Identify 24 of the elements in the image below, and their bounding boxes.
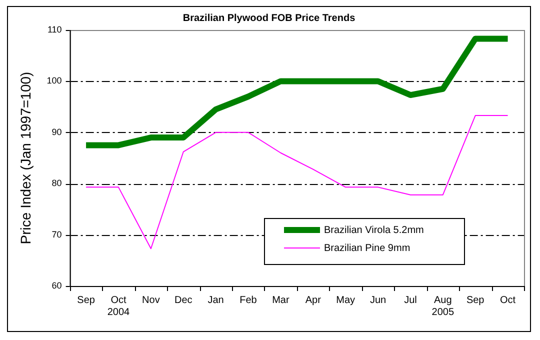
y-tick-label: 80 bbox=[52, 178, 62, 188]
legend-label: Brazilian Pine 9mm bbox=[324, 242, 410, 254]
x-tick-label: Mar bbox=[272, 294, 290, 306]
y-tick-label: 60 bbox=[52, 280, 62, 290]
x-tick-label: Dec bbox=[174, 294, 192, 306]
chart-title: Brazilian Plywood FOB Price Trends bbox=[182, 12, 356, 24]
x-tick-label: May bbox=[336, 294, 356, 306]
x-tick-label: Apr bbox=[305, 294, 322, 306]
x-tick-label: Jul bbox=[404, 294, 417, 306]
x-tick-label: Sep bbox=[77, 294, 96, 306]
legend-label: Brazilian Virola 5.2mm bbox=[324, 224, 424, 236]
y-tick-label: 90 bbox=[52, 126, 62, 137]
x-tick-label: Oct bbox=[500, 294, 516, 306]
y-tick-label: 110 bbox=[47, 24, 62, 34]
x-tick-label: Nov bbox=[142, 294, 160, 306]
x-tick-label: Aug 2005 bbox=[432, 294, 454, 318]
x-tick-label: Jun bbox=[370, 294, 386, 306]
x-tick-label: Feb bbox=[240, 294, 258, 306]
y-tick-label: 70 bbox=[52, 229, 62, 240]
x-tick-label: Sep bbox=[466, 294, 485, 306]
x-tick-label: Oct 2004 bbox=[107, 294, 130, 318]
y-tick-label: 100 bbox=[46, 76, 62, 86]
y-axis-title: Price Index (Jan 1997=100) bbox=[17, 72, 34, 244]
x-tick-label: Jan bbox=[208, 294, 224, 306]
